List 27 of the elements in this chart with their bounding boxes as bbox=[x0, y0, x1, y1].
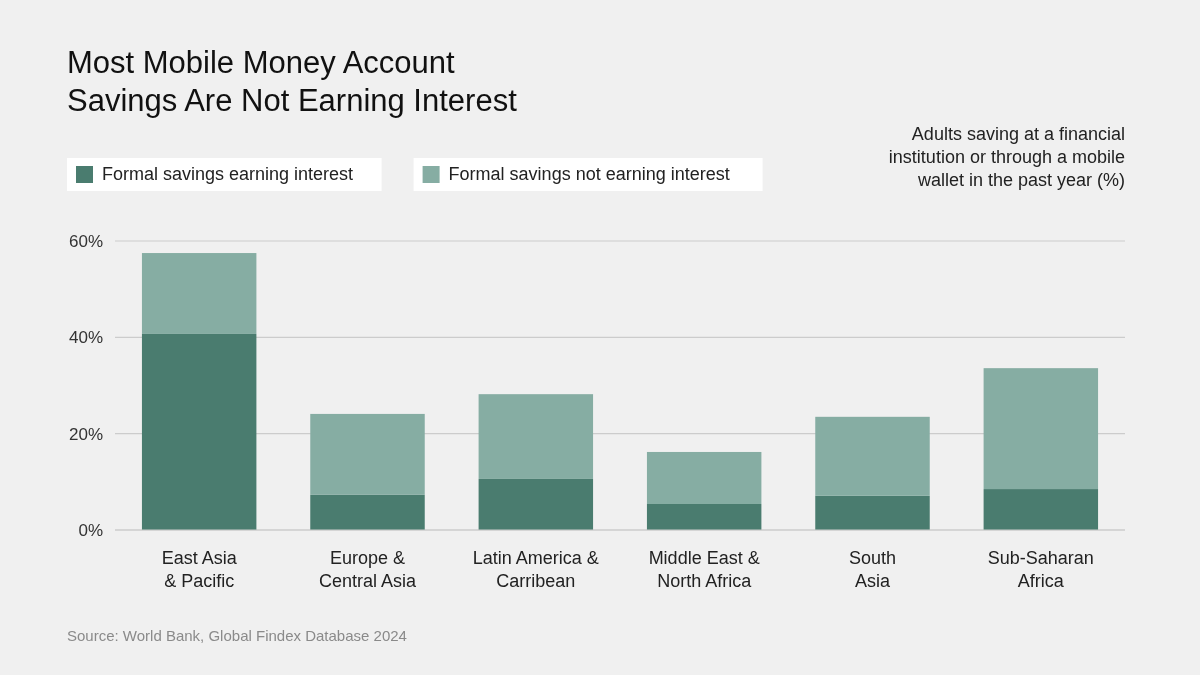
legend-label: Formal savings not earning interest bbox=[448, 164, 730, 184]
bar bbox=[983, 489, 1099, 530]
legend-label: Formal savings earning interest bbox=[102, 164, 354, 184]
y-tick-label: 20% bbox=[68, 424, 103, 444]
bar bbox=[310, 413, 425, 495]
x-tick-label: Europe & Central Asia bbox=[318, 548, 418, 591]
bar bbox=[815, 495, 930, 530]
x-tick-label: Middle East & North Africa bbox=[648, 548, 760, 591]
x-tick-label: East Asia & Pacific bbox=[161, 548, 238, 591]
y-tick-label: 0% bbox=[78, 521, 103, 540]
bar bbox=[646, 451, 762, 504]
bar bbox=[478, 394, 594, 479]
source-note: Source: World Bank, Global Findex Database 2024 bbox=[67, 627, 407, 644]
bar bbox=[815, 416, 930, 496]
bar bbox=[310, 494, 425, 530]
bar bbox=[983, 368, 1099, 490]
bar bbox=[141, 333, 257, 530]
bar bbox=[141, 253, 257, 334]
y-axis-title: Adults saving at a financial institution or through a mobile wallet in the past year (%) bbox=[888, 124, 1125, 190]
bar bbox=[646, 503, 762, 530]
y-tick-label: 60% bbox=[68, 232, 103, 251]
x-tick-label: South Asia bbox=[848, 548, 897, 591]
x-tick-label: Latin America & Carribean bbox=[472, 548, 599, 591]
bar bbox=[478, 478, 594, 530]
y-tick-label: 40% bbox=[68, 328, 103, 348]
chart-title: Most Mobile Money Account Savings Are Not Earning Interest bbox=[67, 45, 518, 118]
x-tick-label: Sub-Saharan Africa bbox=[987, 548, 1094, 591]
